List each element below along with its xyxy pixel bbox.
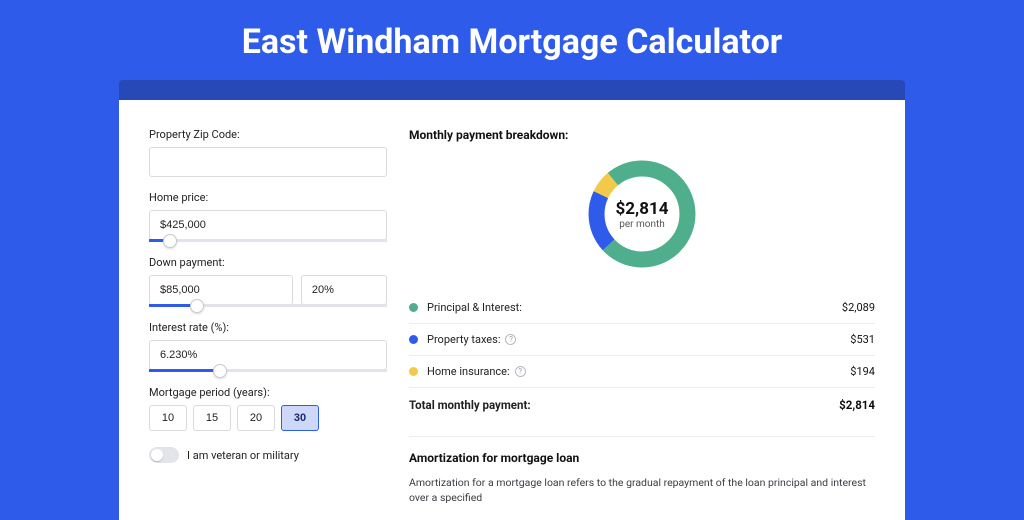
legend-swatch [409,303,418,312]
veteran-label: I am veteran or military [187,449,299,462]
amortization-text: Amortization for a mortgage loan refers … [409,475,875,505]
total-value: $2,814 [839,398,875,412]
page-title: East Windham Mortgage Calculator [0,0,1024,80]
legend-value: $2,089 [842,301,875,314]
legend-value: $531 [850,333,875,346]
legend-swatch [409,335,418,344]
legend-row: Principal & Interest:$2,089 [409,292,875,324]
period-group: Mortgage period (years): 10152030 [149,386,387,431]
down-payment-label: Down payment: [149,256,387,269]
total-row: Total monthly payment: $2,814 [409,388,875,426]
slider-thumb[interactable] [213,364,227,378]
card-top-accent [119,80,905,100]
home-price-group: Home price: [149,191,387,242]
legend-label: Home insurance:? [427,365,850,378]
interest-label: Interest rate (%): [149,321,387,334]
legend-swatch [409,367,418,376]
down-payment-slider[interactable] [149,304,387,307]
slider-thumb[interactable] [163,234,177,248]
donut-chart: $2,814 per month [582,154,702,274]
slider-thumb[interactable] [190,299,204,313]
period-option-10[interactable]: 10 [149,405,187,431]
legend-value: $194 [850,365,875,378]
donut-amount: $2,814 [616,199,669,219]
zip-group: Property Zip Code: [149,128,387,177]
veteran-toggle[interactable] [149,447,179,463]
legend-label: Principal & Interest: [427,301,842,314]
interest-slider[interactable] [149,369,387,372]
toggle-knob [151,449,163,461]
interest-input[interactable] [149,340,387,370]
legend-label: Property taxes:? [427,333,850,346]
page-root: East Windham Mortgage Calculator Propert… [0,0,1024,512]
amortization-title: Amortization for mortgage loan [409,436,875,465]
legend-row: Property taxes:?$531 [409,324,875,356]
legend-row: Home insurance:?$194 [409,356,875,388]
donut-center: $2,814 per month [582,154,702,274]
total-label: Total monthly payment: [409,398,839,412]
info-icon[interactable]: ? [505,334,516,345]
veteran-row: I am veteran or military [149,447,387,463]
period-option-20[interactable]: 20 [237,405,275,431]
breakdown-title: Monthly payment breakdown: [409,128,875,142]
period-option-30[interactable]: 30 [281,405,319,431]
breakdown-column: Monthly payment breakdown: $2,814 per mo… [409,128,875,520]
home-price-slider[interactable] [149,239,387,242]
donut-sub: per month [619,219,665,230]
zip-input[interactable] [149,147,387,177]
info-icon[interactable]: ? [515,366,526,377]
zip-label: Property Zip Code: [149,128,387,141]
home-price-input[interactable] [149,210,387,240]
calculator-card: Property Zip Code: Home price: Down paym… [119,100,905,520]
down-payment-pct-input[interactable] [301,275,387,305]
down-payment-group: Down payment: [149,256,387,307]
interest-group: Interest rate (%): [149,321,387,372]
home-price-label: Home price: [149,191,387,204]
form-column: Property Zip Code: Home price: Down paym… [149,128,387,520]
period-option-15[interactable]: 15 [193,405,231,431]
donut-chart-wrap: $2,814 per month [409,154,875,274]
period-options: 10152030 [149,405,387,431]
period-label: Mortgage period (years): [149,386,387,399]
down-payment-input[interactable] [149,275,293,305]
legend-list: Principal & Interest:$2,089Property taxe… [409,292,875,388]
